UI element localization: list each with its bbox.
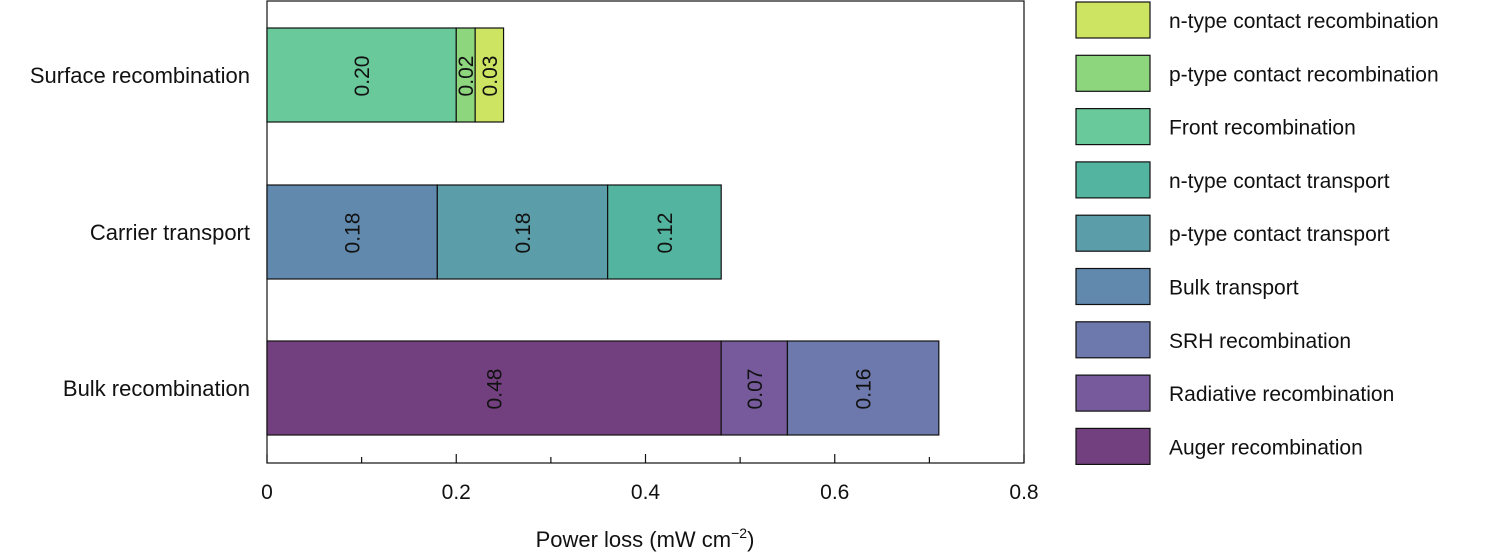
legend-swatch bbox=[1075, 107, 1151, 146]
bar-value-label: 0.20 bbox=[351, 56, 374, 97]
legend-swatch bbox=[1075, 161, 1151, 199]
bar-value-label: 0.02 bbox=[455, 56, 478, 97]
legend-label: Front recombination bbox=[1169, 117, 1356, 140]
bar-value-label: 0.12 bbox=[654, 213, 677, 254]
legend-label: Auger recombination bbox=[1169, 436, 1363, 459]
category-label: Surface recombination bbox=[30, 63, 250, 88]
bar-segment bbox=[266, 184, 438, 280]
bar-segment bbox=[474, 27, 505, 123]
legend-swatch bbox=[1075, 374, 1151, 412]
legend-swatch bbox=[1075, 321, 1151, 359]
bar-value-label: 0.07 bbox=[744, 369, 767, 410]
bar-value-label: 0.18 bbox=[512, 213, 535, 254]
legend-swatch bbox=[1075, 214, 1151, 252]
x-tick-label: 0.4 bbox=[631, 481, 661, 504]
legend: n-type contact recombination p-type conta… bbox=[1075, 1, 1439, 465]
plot-area: 0 0.2 0.4 0.6 0.8 Surface recombination 0.20 0.… bbox=[30, 0, 1039, 504]
legend-swatch bbox=[1075, 1, 1151, 39]
bar-value-label: 0.03 bbox=[479, 56, 502, 97]
bar-segment bbox=[607, 184, 722, 280]
legend-swatch bbox=[1075, 427, 1151, 465]
legend-label: p-type contact recombination bbox=[1169, 63, 1439, 86]
x-tick-label: 0.8 bbox=[1009, 481, 1038, 504]
x-axis-title: Power loss (mW cm−2) bbox=[536, 525, 755, 552]
x-tick-label: 0.2 bbox=[442, 481, 471, 504]
x-tick-label: 0.6 bbox=[820, 481, 849, 504]
bar-segment bbox=[786, 340, 940, 436]
legend-label: n-type contact recombination bbox=[1169, 10, 1439, 33]
legend-label: SRH recombination bbox=[1169, 330, 1351, 353]
x-tick-label: 0 bbox=[261, 481, 273, 504]
legend-swatch bbox=[1075, 267, 1151, 306]
legend-label: Radiative recombination bbox=[1169, 383, 1394, 406]
bar-segment bbox=[720, 340, 789, 436]
legend-label: p-type contact transport bbox=[1169, 223, 1390, 246]
legend-label: n-type contact transport bbox=[1169, 170, 1390, 193]
bar-segment bbox=[266, 340, 722, 436]
bar-value-label: 0.48 bbox=[484, 369, 507, 410]
bar-value-label: 0.18 bbox=[342, 213, 365, 254]
legend-swatch bbox=[1075, 54, 1151, 92]
bar-segment bbox=[436, 184, 609, 280]
bar-value-label: 0.16 bbox=[853, 369, 876, 410]
legend-label: Bulk transport bbox=[1169, 277, 1299, 300]
category-label: Bulk recombination bbox=[63, 376, 250, 401]
category-label: Carrier transport bbox=[90, 220, 250, 245]
